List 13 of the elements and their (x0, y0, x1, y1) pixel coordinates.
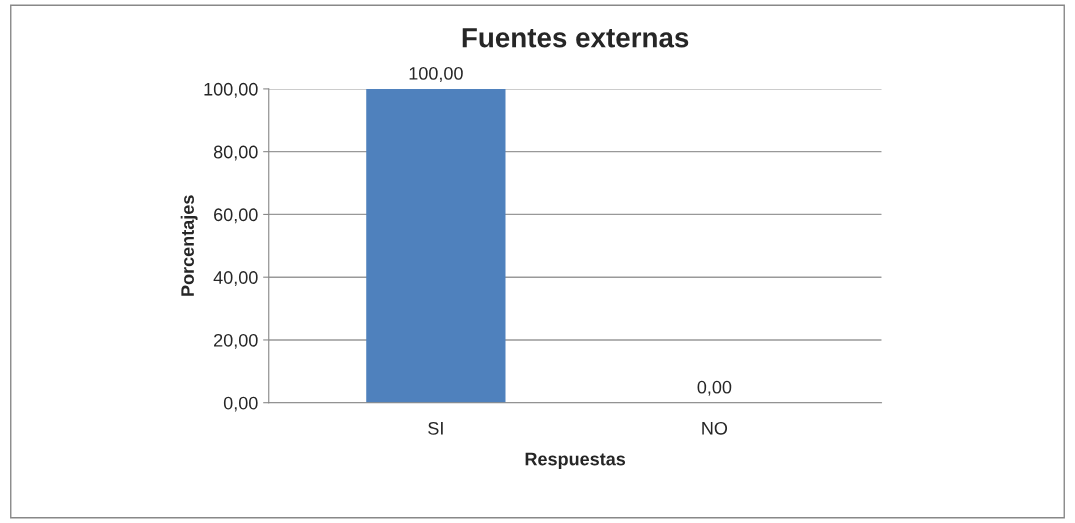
y-axis-title: Porcentajes (180, 195, 198, 296)
y-tick-label: 40,00 (213, 271, 258, 287)
y-tick-label: 0,00 (223, 396, 258, 412)
data-label: 0,00 (697, 380, 732, 396)
y-tick-label: 20,00 (214, 333, 258, 349)
x-tick-label: SI (428, 421, 443, 435)
y-tick-label: 100,00 (204, 82, 258, 98)
x-axis-title: Respuestas (525, 452, 626, 470)
chart-title: Fuentes externas (462, 28, 689, 48)
y-tick-label: 80,00 (213, 145, 258, 161)
y-tick-label: 60,00 (214, 208, 258, 224)
x-tick-label: NO (702, 421, 728, 435)
data-label: 100,00 (409, 67, 463, 82)
